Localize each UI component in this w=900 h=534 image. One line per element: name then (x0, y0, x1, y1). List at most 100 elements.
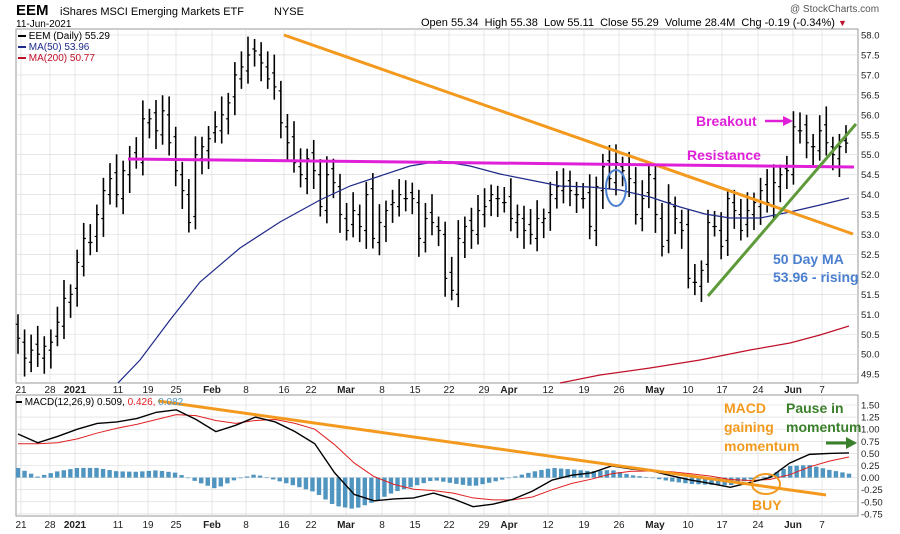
macd-histogram-bar (94, 467, 99, 478)
chg-label: Chg (741, 17, 762, 29)
macd-histogram-bar (270, 477, 276, 480)
price-x-tick-label: 25 (170, 385, 182, 396)
macd-histogram-bar (774, 472, 780, 478)
legend-macd-label: MACD(12,26,9) (24, 397, 95, 408)
macd-histogram-bar (329, 477, 335, 504)
price-x-tick-label: Feb (203, 385, 221, 396)
macd-histogram-bar (369, 477, 374, 503)
price-x-tick-label: 24 (752, 385, 764, 396)
macd-y-tick-label: -0.75 (861, 509, 883, 520)
macd-histogram-bar (513, 476, 518, 478)
macd-x-tick-label: 7 (819, 520, 825, 531)
macd-x-tick-label: 26 (613, 520, 625, 531)
open-value: 55.34 (450, 17, 479, 29)
ohlc-readout: Open 55.34 High 55.38 Low 55.11 Close 55… (421, 17, 847, 29)
macd-histogram-bar (408, 477, 413, 488)
price-y-tick-label: 53.0 (861, 230, 880, 241)
security-name: iShares MSCI Emerging Markets ETF (60, 6, 244, 18)
macd-histogram-bar (486, 477, 492, 483)
symbol: EEM (16, 2, 49, 19)
legend-macd: MACD(12,26,9) 0.509, 0.426, 0.082 (16, 397, 183, 408)
macd-histogram-bar (153, 470, 158, 478)
macd-histogram-bar (61, 470, 67, 478)
close-value: 55.29 (631, 17, 659, 29)
macd-x-tick-label: Feb (203, 520, 221, 531)
macd-x-tick-label: 19 (578, 520, 590, 531)
macd-histogram-bar (558, 468, 564, 478)
macd-histogram-bar (571, 469, 577, 478)
macd-histogram-bar (192, 477, 197, 481)
macd-histogram-bar (840, 472, 845, 478)
macd-histogram-bar (375, 477, 381, 500)
macd-histogram-bar (630, 475, 636, 478)
macd-x-tick-label: 19 (142, 520, 154, 531)
legend-ma200-label: MA(200) 50.77 (28, 53, 95, 64)
legend-macd-hist: 0.082 (158, 397, 184, 408)
macd-histogram-bar (297, 477, 302, 488)
macd-histogram-bar (480, 477, 485, 485)
price-x-tick-label: 26 (613, 385, 625, 396)
macd-histogram-bar (532, 471, 538, 478)
macd-histogram-bar (624, 473, 629, 478)
price-x-tick-label: 8 (379, 385, 385, 396)
macd-histogram-bar (15, 467, 21, 478)
macd-histogram-bar (820, 468, 826, 478)
buy-circle (751, 473, 781, 495)
price-y-tick-label: 55.0 (861, 150, 880, 161)
macd-y-tick-label: -0.50 (861, 497, 883, 508)
pause-annotation-line1: Pause in (786, 400, 844, 416)
macd-histogram-bar (833, 471, 839, 478)
price-y-tick-label: 54.0 (861, 190, 880, 201)
legend-swatch-price (18, 35, 26, 38)
macd-histogram-bar (185, 477, 191, 479)
macd-histogram-bar (356, 477, 361, 508)
macd-histogram-bar (467, 477, 472, 486)
macd-histogram-bar (68, 469, 73, 478)
macd-histogram-bar (290, 477, 296, 486)
macd-x-tick-label: May (645, 520, 665, 531)
macd-histogram-bar (74, 468, 80, 478)
macd-x-tick-label: 8 (379, 520, 385, 531)
macd-line (17, 409, 850, 508)
macd-histogram-bar (35, 476, 40, 478)
price-x-tick-label: 28 (44, 385, 56, 396)
macd-y-tick-label: -0.25 (861, 485, 883, 496)
macd-x-tick-label: 2021 (64, 520, 87, 531)
pause-arrow-icon (846, 437, 857, 449)
macd-histogram-bar (349, 477, 354, 509)
macd-downtrend-line (157, 399, 827, 497)
macd-histogram-bar (781, 468, 786, 478)
price-x-tick-label: Apr (500, 385, 517, 396)
macd-histogram-bar (336, 477, 341, 507)
price-y-tick-label: 56.5 (861, 90, 880, 101)
macd-histogram-bar (434, 477, 439, 481)
macd-histogram-bar (159, 471, 165, 478)
macd-histogram-bar (231, 477, 237, 481)
macd-histogram-bar (552, 468, 557, 478)
macd-histogram-bar (218, 477, 224, 487)
macd-histogram-bar (303, 477, 309, 490)
macd-histogram-bar (519, 474, 525, 478)
macd-histogram-bar (643, 476, 649, 478)
macd-x-tick-label: 22 (443, 520, 455, 531)
macd-histogram-bar (257, 475, 263, 478)
price-y-tick-label: 58.0 (861, 31, 880, 42)
macd-histogram-bar (506, 477, 511, 479)
macd-histogram-bar (748, 477, 754, 480)
macd-histogram-bar (225, 477, 230, 484)
macd-histogram-bar (107, 470, 112, 478)
price-x-tick-label: 21 (15, 385, 27, 396)
price-downtrend-line (283, 33, 854, 236)
legend-ma50-label: MA(50) 53.96 (28, 42, 90, 53)
macd-y-tick-label: 1.00 (861, 425, 880, 436)
macd-histogram-bar (199, 477, 204, 484)
legend-main-label: EEM (Daily) 55.29 (28, 31, 110, 42)
macd-histogram-bar (683, 477, 688, 484)
legend-ma200: MA(200) 50.77 (18, 53, 95, 64)
macd-histogram-bar (140, 471, 145, 478)
macd-histogram-bar (277, 477, 282, 482)
macd-y-tick-label: 0.25 (861, 461, 880, 472)
macd-histogram-bar (428, 477, 433, 482)
ma50-annotation-line2: 53.96 - rising (773, 269, 859, 285)
